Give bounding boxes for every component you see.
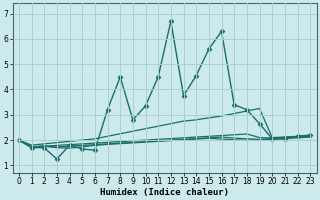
X-axis label: Humidex (Indice chaleur): Humidex (Indice chaleur) — [100, 188, 229, 197]
